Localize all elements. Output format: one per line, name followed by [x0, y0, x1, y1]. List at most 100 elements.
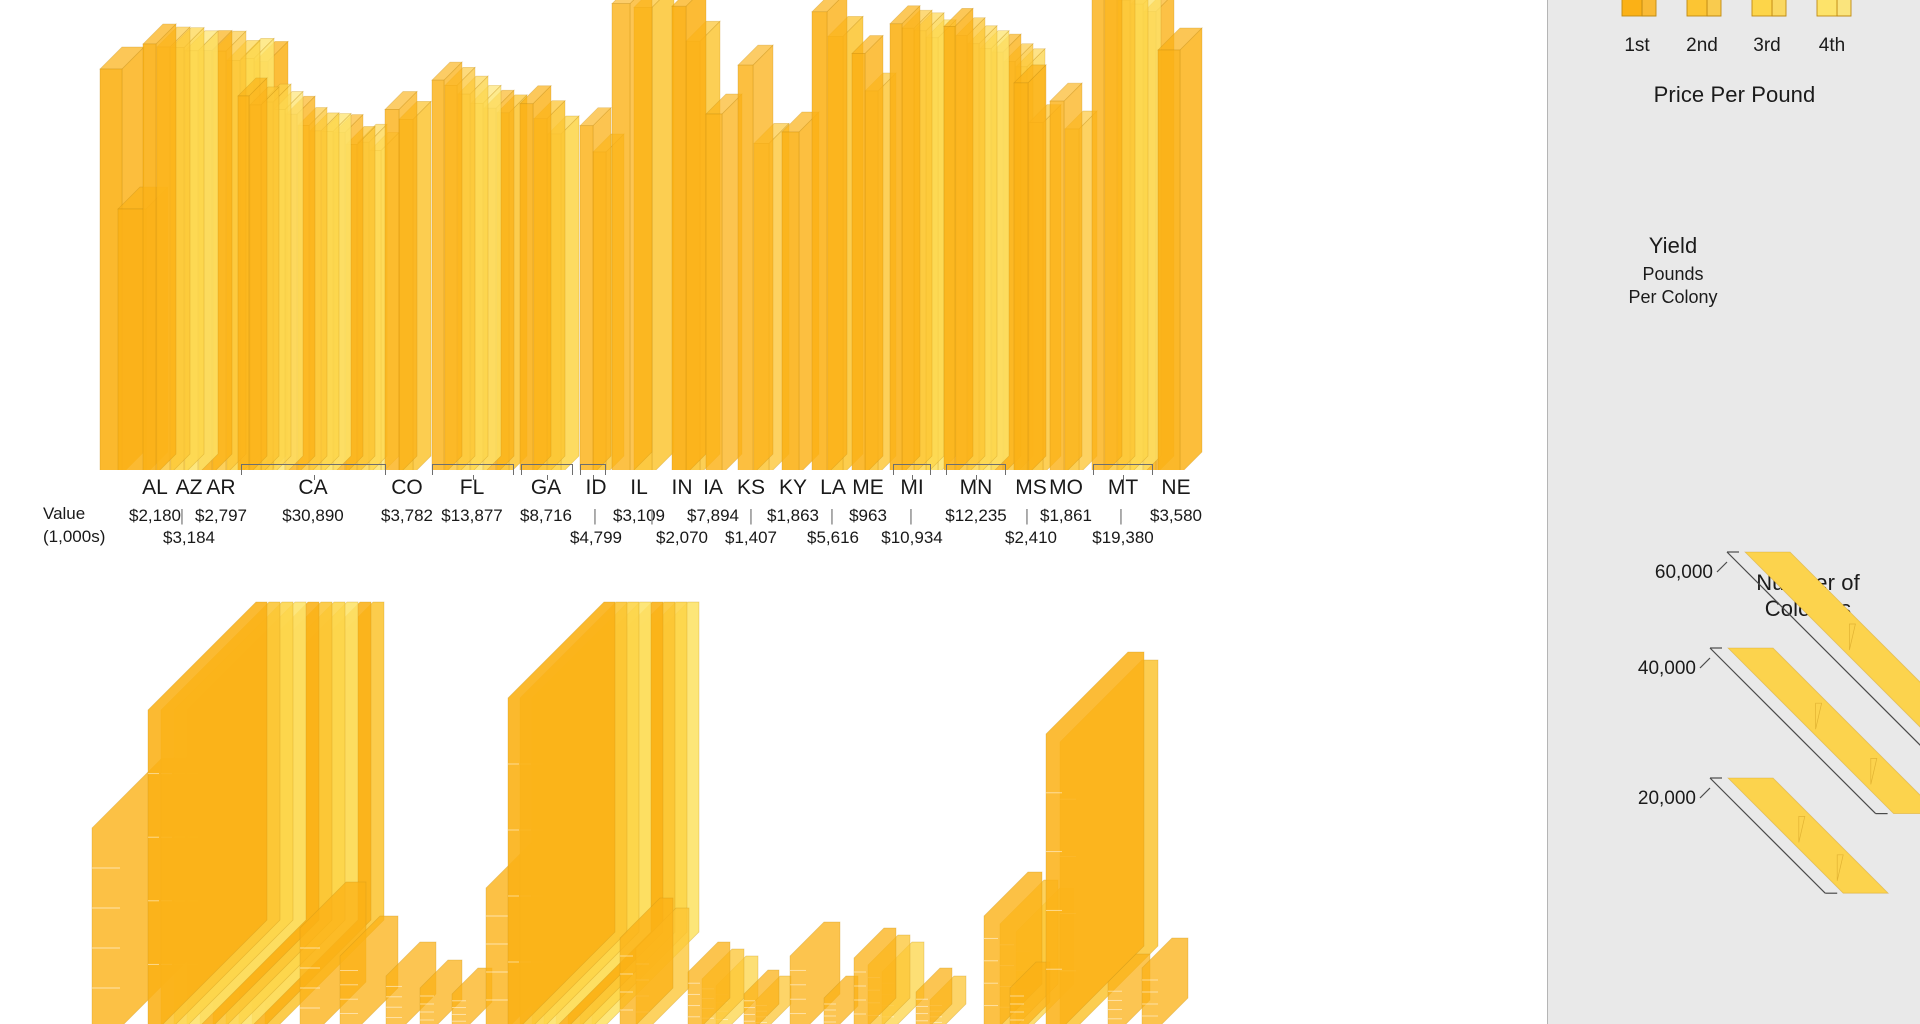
state-value-ky: $1,863 [767, 506, 819, 525]
order-legend-item-2nd[interactable]: 2nd [1679, 0, 1725, 57]
state-value-ks: $1,407 [725, 528, 777, 547]
state-label-co: CO [391, 476, 423, 499]
state-label-mn: MN [959, 476, 993, 499]
price-legend-title: Price Per Pound [1653, 82, 1816, 107]
state-value-ga: $8,716 [520, 506, 572, 525]
value-separator-0: | [179, 506, 185, 525]
state-value-al: $2,180 [129, 506, 181, 525]
bottom-bar-panel [0, 596, 1547, 1024]
state-label-ia: IA [703, 476, 723, 499]
state-label-me: ME [852, 476, 884, 499]
state-label-fl: FL [459, 476, 485, 499]
colonies-tick-1: 40,000 [1638, 658, 1696, 679]
state-value-mo: $1,861 [1040, 506, 1092, 525]
order-legend-item-1st[interactable]: 1st [1614, 0, 1660, 57]
cube-icon-4th [1816, 0, 1852, 17]
bracket-row [0, 460, 1547, 480]
value-label-row-upper: $2,180 $2,797 $30,890 $3,782 $13,877 $8,716 $3… [0, 502, 1547, 530]
order-legend-label-4th: 4th [1818, 35, 1846, 56]
state-group-bracket-id [580, 464, 606, 480]
state-value-ms: $2,410 [1005, 528, 1057, 547]
colonies-legend-graphic: 60,000 40,000 20,000 [1638, 551, 1920, 894]
state-value-ia: $7,894 [687, 506, 739, 525]
state-group-bracket-mt [1093, 464, 1153, 480]
state-label-mt: MT [1107, 476, 1139, 499]
yield-legend-title: Yield [1648, 233, 1698, 258]
yield-legend: Yield Pounds Per Colony 204060 [1548, 225, 1920, 515]
state-value-mt: $19,380 [1092, 528, 1154, 547]
state-value-ar: $2,797 [195, 506, 247, 525]
state-group-bracket-ga [521, 464, 573, 480]
value-separator-6: | [1024, 506, 1030, 525]
axis-label-block: AL AZ AR CA CO FL GA ID IL IN IA KS KY LA ME MI MN MS MO MT… [0, 458, 1547, 598]
state-label-mi: MI [900, 476, 924, 499]
state-value-me: $963 [849, 506, 887, 525]
yield-legend-subtitle: Pounds Per Colony [1548, 263, 1798, 309]
state-value-la: $5,616 [807, 528, 859, 547]
state-group-bracket-mn [946, 464, 1006, 480]
state-label-ks: KS [736, 476, 766, 499]
price-per-pound-legend: Price Per Pound $2$4$6$8 [1548, 82, 1920, 234]
yield-legend-graphic: 204060 [1548, 225, 1920, 515]
price-legend-graphic: $2$4$6$8 [1548, 114, 1920, 234]
state-value-ca: $30,890 [282, 506, 344, 525]
cube-icon-1st [1621, 0, 1657, 17]
colonies-tick-0: 60,000 [1655, 562, 1713, 583]
state-label-ar: AR [206, 476, 236, 499]
value-separator-3: | [748, 506, 754, 525]
state-label-al: AL [142, 476, 168, 499]
value-separator-5: | [908, 506, 914, 525]
state-value-id: $4,799 [570, 528, 622, 547]
plot-area: AL AZ AR CA CO FL GA ID IL IN IA KS KY LA ME MI MN MS MO MT… [0, 0, 1547, 1024]
state-value-fl: $13,877 [441, 506, 503, 525]
state-label-id: ID [585, 476, 607, 499]
value-separator-4: | [829, 506, 835, 525]
legend-sidebar: 1st 2nd 3rd 4th Price Per Pound $2$4$6$8 Yi… [1547, 0, 1920, 1024]
order-legend-item-4th[interactable]: 4th [1809, 0, 1855, 57]
order-legend-label-3rd: 3rd [1753, 35, 1781, 56]
state-value-mn: $12,235 [945, 506, 1007, 525]
state-value-co: $3,782 [381, 506, 433, 525]
state-label-ky: KY [778, 476, 808, 499]
order-legend-label-1st: 1st [1624, 35, 1650, 56]
value-separator-2: | [649, 506, 655, 525]
value-separator-1: | [592, 506, 598, 525]
order-legend-item-3rd[interactable]: 3rd [1744, 0, 1790, 57]
order-cube-row: 1st 2nd 3rd 4th [1548, 0, 1920, 57]
state-label-ms: MS [1015, 476, 1047, 499]
state-label-az: AZ [175, 476, 203, 499]
state-value-il: $3,109 [613, 506, 665, 525]
yield-subtitle-line1: Pounds [1642, 264, 1704, 284]
yield-subtitle-line2: Per Colony [1628, 287, 1718, 307]
state-label-il: IL [630, 476, 648, 499]
state-value-ne: $3,580 [1150, 506, 1202, 525]
state-label-mo: MO [1049, 476, 1083, 499]
value-axis-title-line1: Value [43, 504, 86, 523]
state-group-bracket-mi [893, 464, 931, 480]
cube-icon-2nd [1686, 0, 1722, 17]
state-value-mi: $10,934 [881, 528, 943, 547]
state-label-ca: CA [298, 476, 328, 499]
state-label-ne: NE [1161, 476, 1191, 499]
order-legend-label-2nd: 2nd [1686, 35, 1718, 56]
state-label-la: LA [820, 476, 846, 499]
state-label-in: IN [671, 476, 693, 499]
top-bar-panel [0, 0, 1547, 470]
state-value-in: $2,070 [656, 528, 708, 547]
state-value-az: $3,184 [163, 528, 215, 547]
top-panel-bars [99, 0, 1203, 470]
value-label-row-lower: $3,184 $4,799 $2,070 $1,407 $5,616 $10,934 $2,… [0, 524, 1547, 552]
colonies-tick-2: 20,000 [1638, 788, 1696, 809]
state-group-bracket-fl [432, 464, 514, 480]
order-legend: 1st 2nd 3rd 4th [1548, 0, 1920, 57]
bottom-panel-bars [91, 601, 1189, 1024]
state-label-ga: GA [530, 476, 562, 499]
value-axis-title: Value (1,000s) [43, 502, 163, 548]
cube-icon-3rd [1751, 0, 1787, 17]
state-label-row: AL AZ AR CA CO FL GA ID IL IN IA KS KY LA ME MI MN MS MO MT… [0, 474, 1547, 502]
state-group-bracket-ca [241, 464, 386, 480]
value-axis-title-line2: (1,000s) [43, 527, 106, 546]
value-separator-7: | [1118, 506, 1124, 525]
